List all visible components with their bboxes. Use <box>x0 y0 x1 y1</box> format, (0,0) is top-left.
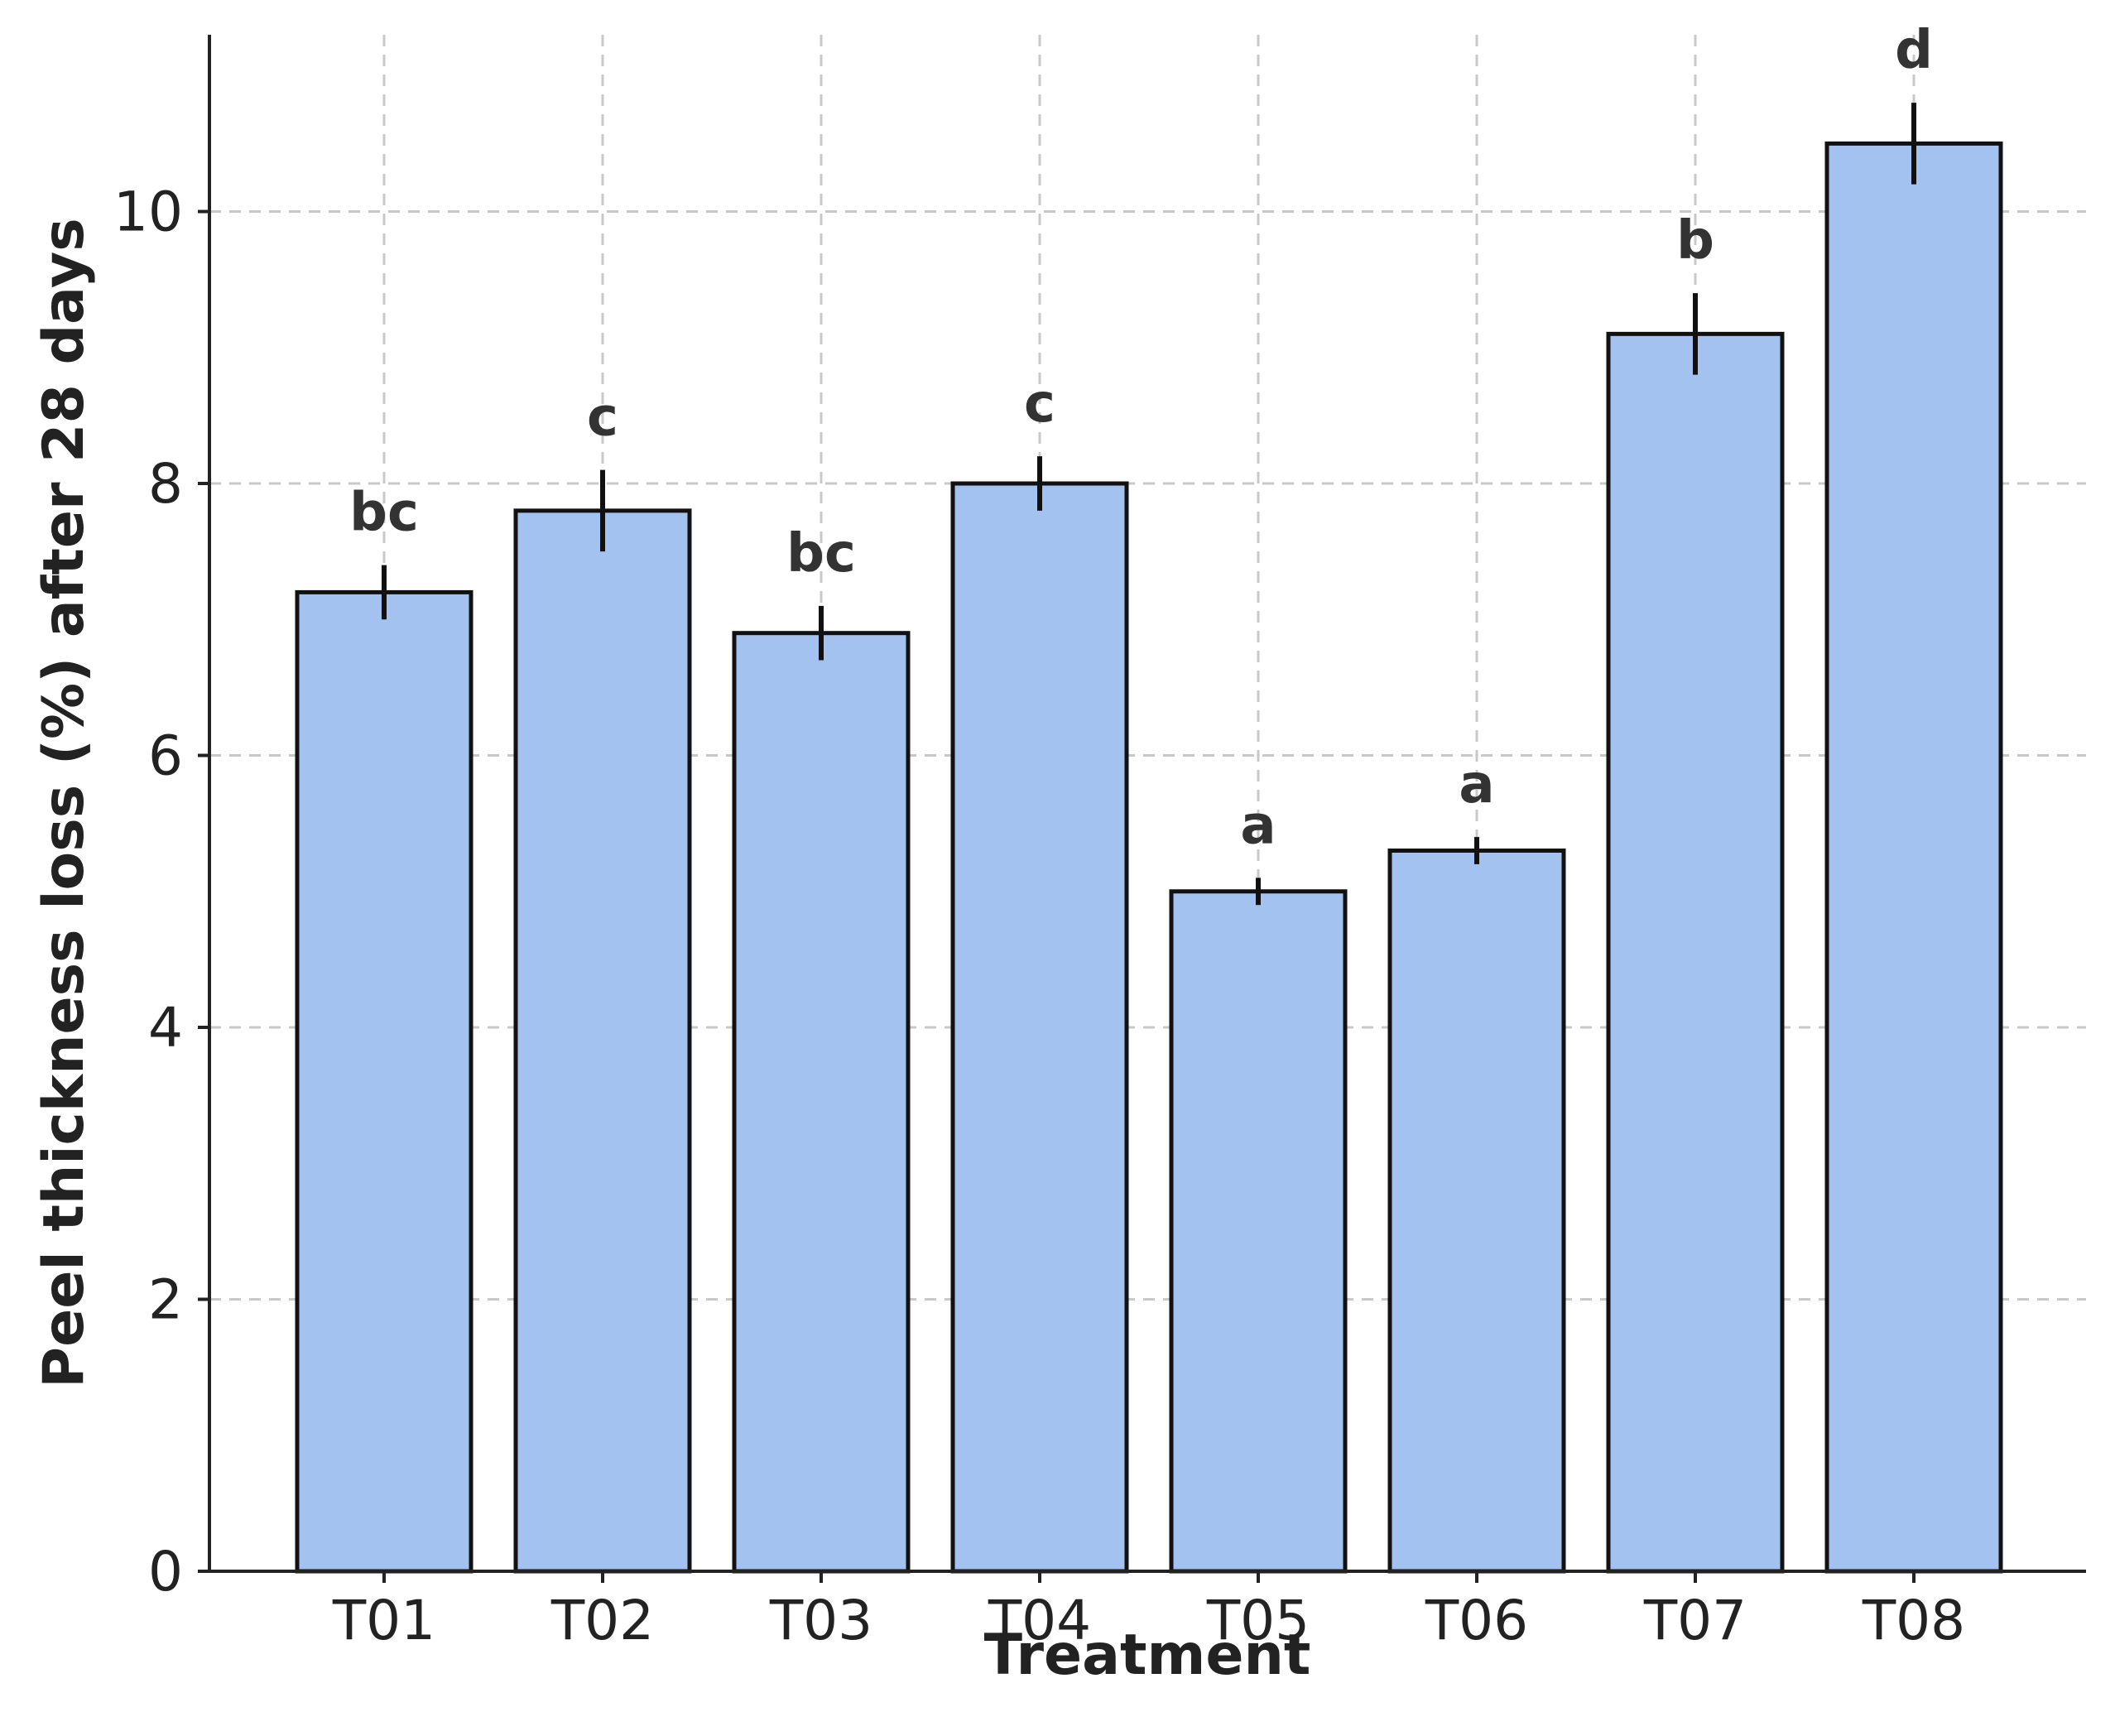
x-tick-label: T08 <box>1862 1589 1965 1652</box>
x-tick-label: T04 <box>988 1589 1091 1652</box>
significance-letter-t07: b <box>1676 210 1714 272</box>
significance-letter-t08: d <box>1895 20 1933 81</box>
significance-letter-t05: a <box>1240 795 1276 856</box>
grid-lines <box>209 35 2086 1571</box>
significance-letter-t06: a <box>1459 754 1494 815</box>
y-axis-title: Peel thickness loss (%) after 28 days <box>31 218 97 1387</box>
x-tick-label: T02 <box>550 1589 654 1652</box>
y-ticks-group: 0 2 4 6 8 10 <box>113 180 209 1604</box>
bar-t03 <box>732 631 911 1574</box>
y-tick-label: 8 <box>148 452 183 516</box>
x-ticks-group: T01 T02 T03 T04 T05 T06 T07 T08 <box>332 1571 1965 1652</box>
bar-t01 <box>295 589 473 1574</box>
y-tick-label: 10 <box>113 180 183 244</box>
bar-t06 <box>1387 848 1566 1574</box>
x-tick-label: T01 <box>332 1589 435 1652</box>
y-tick-label: 6 <box>148 724 183 788</box>
axes <box>208 35 2086 1573</box>
bar-t05 <box>1169 889 1348 1574</box>
bar-t04 <box>950 481 1129 1574</box>
bar-t08 <box>1824 141 2003 1574</box>
significance-letter-t02: c <box>587 387 618 449</box>
significance-letter-t04: c <box>1024 373 1055 435</box>
y-tick-label: 2 <box>148 1268 183 1332</box>
significance-letter-t03: bc <box>786 523 856 584</box>
significance-labels-group: bc c bc c a a b d <box>349 20 1933 856</box>
significance-letter-t01: bc <box>349 483 419 544</box>
x-axis-title: Treatment <box>984 1623 1311 1688</box>
bar-t07 <box>1606 331 1785 1574</box>
x-tick-label: T03 <box>769 1589 872 1652</box>
x-tick-label: T06 <box>1425 1589 1528 1652</box>
y-tick-label: 4 <box>148 996 183 1060</box>
bar-t02 <box>513 508 692 1574</box>
x-tick-label: T07 <box>1643 1589 1747 1652</box>
bars-group <box>295 141 2003 1574</box>
y-tick-label: 0 <box>148 1540 183 1604</box>
x-tick-label: T05 <box>1206 1589 1310 1652</box>
error-bars-group <box>382 103 1916 906</box>
